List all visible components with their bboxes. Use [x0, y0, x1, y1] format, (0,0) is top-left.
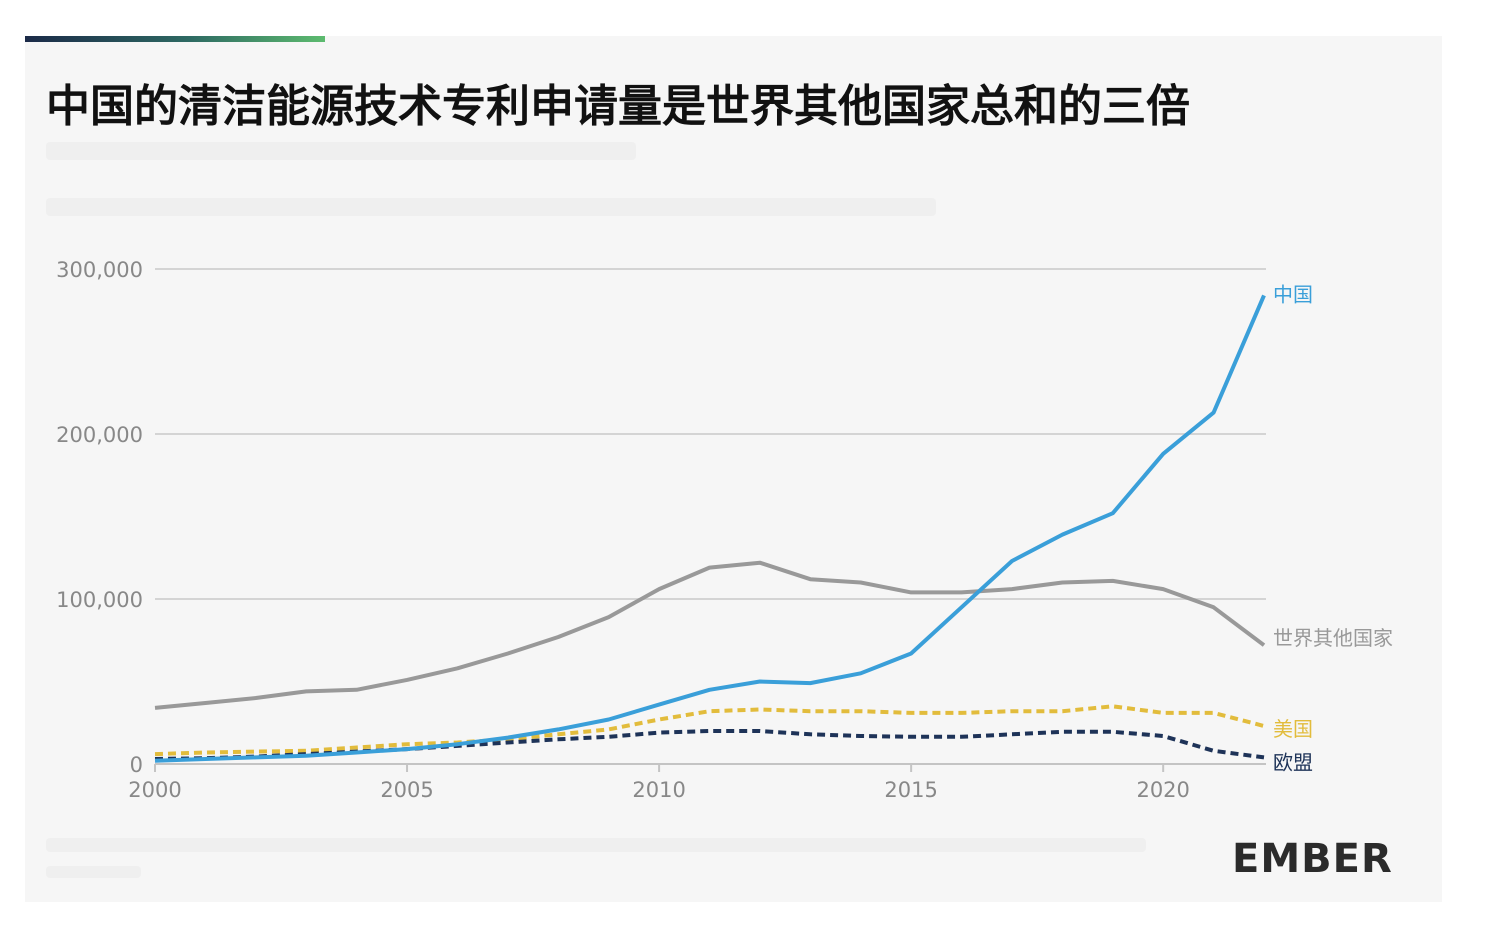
series-line-0 — [154, 294, 1266, 763]
x-tick-label: 2020 — [1136, 778, 1189, 802]
series-label-1: 世界其他国家 — [1273, 626, 1393, 650]
x-tick-label: 2000 — [128, 778, 181, 802]
y-tick-label: 300,000 — [56, 258, 143, 282]
y-tick-label: 100,000 — [56, 588, 143, 612]
faded-source-note — [46, 838, 1146, 852]
series-label-2: 美国 — [1273, 717, 1313, 741]
x-tick-label: 2005 — [380, 778, 433, 802]
series-line-2 — [154, 704, 1265, 757]
faded-subtitle — [46, 142, 636, 160]
series-line-1 — [154, 560, 1266, 710]
series-label-3: 欧盟 — [1273, 750, 1313, 774]
accent-bar — [25, 36, 325, 42]
y-tick-label: 200,000 — [56, 423, 143, 447]
series-label-0: 中国 — [1273, 282, 1313, 306]
faded-description — [46, 198, 936, 216]
ember-logo: EMBER — [1232, 836, 1393, 882]
chart-title: 中国的清洁能源技术专利申请量是世界其他国家总和的三倍 — [46, 81, 1190, 132]
faded-footnote — [46, 866, 141, 878]
x-tick-label: 2010 — [632, 778, 685, 802]
x-tick-label: 2015 — [884, 778, 937, 802]
y-tick-label: 0 — [130, 753, 143, 777]
